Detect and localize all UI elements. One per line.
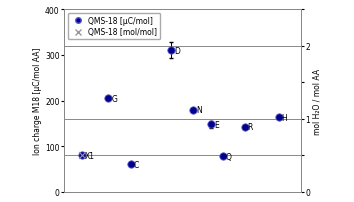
Point [105,97,111,100]
Point [242,126,248,129]
Y-axis label: mol H₂O / mol AA: mol H₂O / mol AA [313,68,322,134]
Point [220,155,225,158]
Point [79,154,85,157]
Text: R: R [248,123,253,132]
Text: C: C [133,160,139,169]
Point [168,49,174,53]
Point [79,154,85,157]
Point [191,108,196,112]
Point [209,123,214,126]
Text: E: E [214,120,219,129]
Text: X1: X1 [84,151,94,160]
Point [128,163,134,166]
Y-axis label: Ion charge M18 [μC/mol AA]: Ion charge M18 [μC/mol AA] [33,47,42,155]
Text: Q: Q [225,152,231,161]
Text: N: N [196,106,202,115]
Text: G: G [111,94,117,103]
Legend: QMS-18 [μC/mol], QMS-18 [mol/mol]: QMS-18 [μC/mol], QMS-18 [mol/mol] [68,14,160,40]
Text: D: D [174,46,180,56]
Text: H: H [281,113,287,122]
Point [276,116,281,119]
